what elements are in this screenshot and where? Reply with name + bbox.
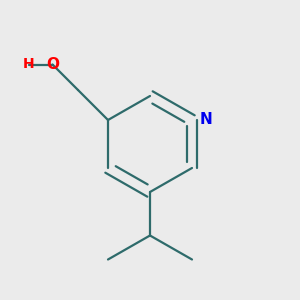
Text: O: O [46,57,59,72]
Text: H: H [23,58,34,71]
Text: N: N [200,112,212,128]
